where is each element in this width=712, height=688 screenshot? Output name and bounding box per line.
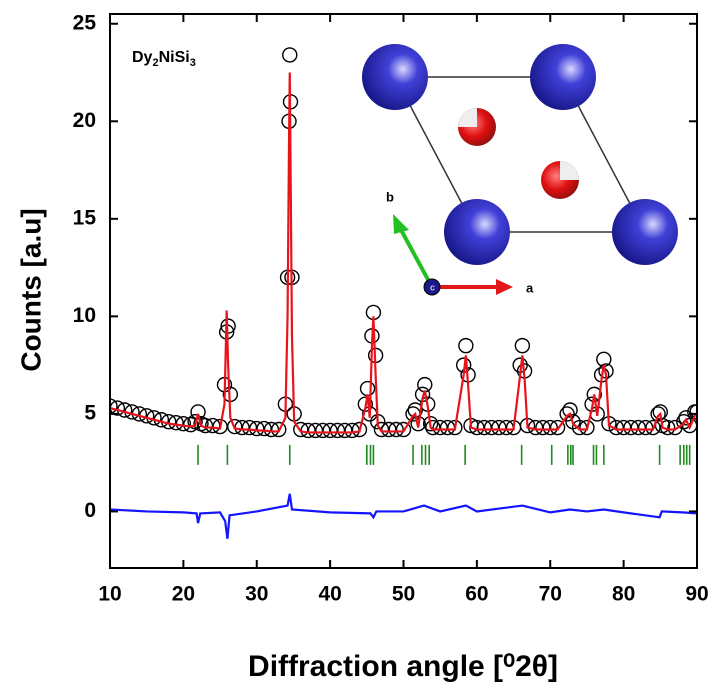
annotation-part: 3: [190, 57, 196, 69]
x-tick-label: 90: [685, 583, 708, 606]
dy-atom: [444, 199, 510, 265]
profile-line: [110, 73, 697, 433]
y-tick-label: 5: [84, 401, 96, 424]
x-axis-label: Diffraction angle [⁰2θ]: [248, 650, 558, 683]
b-label: b: [386, 189, 394, 204]
b-axis-arrow: [400, 228, 432, 287]
dy-atom: [362, 44, 428, 110]
dy-atom: [530, 44, 596, 110]
a-arrowhead: [496, 279, 513, 295]
c-label: c: [430, 282, 435, 292]
x-tick-label: 50: [392, 583, 415, 606]
observed-point: [283, 48, 297, 62]
b-arrowhead: [393, 214, 409, 234]
observed-point: [459, 339, 473, 353]
page: b a c Dy2NiSi3 Diffraction angle [⁰2θ] C…: [0, 0, 712, 688]
y-tick-label: 10: [73, 304, 96, 327]
plot-area: [103, 48, 704, 539]
x-tick-label: 10: [98, 583, 121, 606]
y-tick-label: 15: [73, 206, 97, 229]
annotation-part: NiSi: [159, 49, 190, 66]
a-label: a: [526, 280, 534, 295]
y-tick-label: 25: [73, 11, 97, 34]
x-tick-label: 60: [465, 583, 488, 606]
ni-si-atom-share: [458, 108, 477, 127]
y-tick-label: 0: [84, 499, 96, 522]
x-tick-label: 40: [318, 583, 341, 606]
y-axis-label: Counts [a.u]: [15, 208, 46, 371]
x-tick-label: 80: [612, 583, 635, 606]
crystal-structure-inset: b a c: [362, 44, 678, 295]
x-tick-label: 30: [245, 583, 268, 606]
annotation-part: Dy: [132, 49, 153, 66]
profile-line: [110, 494, 697, 539]
x-tick-label: 70: [539, 583, 562, 606]
unit-cell: [395, 77, 645, 232]
dy-atom: [612, 199, 678, 265]
chart: b a c Dy2NiSi3 Diffraction angle [⁰2θ] C…: [0, 0, 712, 688]
annotation: Dy2NiSi3: [132, 49, 196, 69]
observed-point: [515, 339, 529, 353]
observed-point: [361, 382, 375, 396]
observed-point: [418, 378, 432, 392]
ni-si-atom-share: [560, 161, 579, 180]
x-tick-label: 20: [172, 583, 195, 606]
y-tick-label: 20: [73, 109, 96, 132]
